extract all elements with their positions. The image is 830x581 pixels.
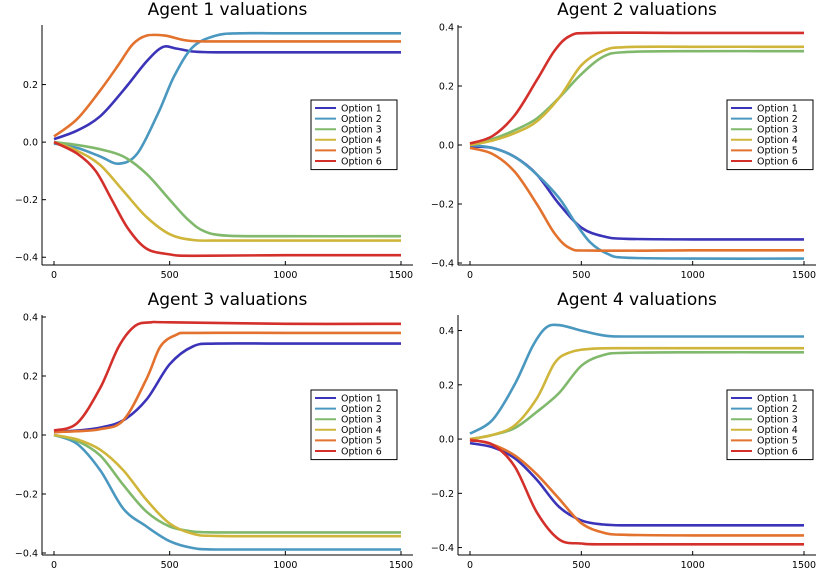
legend-box (310, 99, 398, 171)
legend-label: Option 4 (757, 135, 798, 146)
series-line-option-4 (53, 140, 401, 242)
y-tick-label: −0.2 (431, 489, 454, 500)
x-tick-label: 1000 (681, 560, 705, 571)
series-line-option-6 (53, 140, 402, 258)
y-tick-label: −0.4 (431, 543, 454, 554)
legend-label: Option 3 (757, 125, 798, 136)
x-tick-label: 0 (51, 270, 57, 281)
y-tick-label: −0.4 (15, 253, 38, 264)
x-tick-label: 1500 (792, 560, 816, 571)
chart-title: Agent 1 valuations (148, 0, 308, 20)
y-tick-label: 0.4 (439, 23, 454, 34)
legend-label: Option 3 (341, 415, 382, 426)
legend-label: Option 1 (757, 393, 798, 404)
panel-agent-4: Agent 4 valuations −0.4 −0.2 0.0 0.2 0.4 0 500 1… (431, 290, 816, 571)
y-tick-label: 0.0 (439, 435, 454, 446)
legend-label: Option 4 (341, 135, 382, 146)
y-tick-label: 0.2 (23, 80, 38, 91)
series-line-option-5 (53, 331, 401, 434)
series-line-option-3 (53, 433, 401, 534)
series-line-option-1 (53, 45, 401, 141)
legend-label: Option 2 (757, 404, 798, 415)
y-tick-label: 0.4 (439, 326, 454, 337)
y-tick-label: 0.4 (23, 313, 38, 324)
legend-label: Option 5 (341, 146, 382, 157)
legend-label: Option 6 (341, 156, 382, 167)
series-line-option-2 (469, 323, 804, 435)
series-line-option-4 (53, 433, 401, 538)
legend-label: Option 3 (341, 125, 382, 136)
legend-label: Option 4 (341, 425, 382, 436)
y-tick-label: −0.4 (15, 549, 38, 560)
legend-label: Option 3 (757, 415, 798, 426)
series-line-option-5 (469, 146, 804, 253)
legend-label: Option 2 (341, 404, 382, 415)
legend-label: Option 1 (341, 393, 382, 404)
series-line-option-5 (469, 437, 805, 537)
legend-box (726, 389, 814, 461)
series-line-option-2 (53, 31, 401, 166)
x-tick-label: 0 (467, 270, 473, 281)
series-line-option-6 (469, 31, 804, 145)
y-tick-label: 0.0 (439, 141, 454, 152)
panel-agent-3: Agent 3 valuations −0.4 −0.2 0.0 0.2 0.4 0 500 1… (15, 290, 413, 571)
y-tick-label: 0.0 (23, 138, 38, 149)
y-tick-label: −0.2 (15, 490, 38, 501)
series-line-option-6 (53, 320, 402, 432)
x-tick-label: 1000 (273, 270, 297, 281)
legend-box (310, 389, 398, 461)
x-tick-label: 0 (467, 560, 473, 571)
y-tick-label: −0.2 (431, 200, 454, 211)
x-tick-label: 1500 (792, 270, 816, 281)
y-tick-label: −0.4 (431, 259, 454, 270)
x-tick-label: 1500 (389, 560, 413, 571)
legend-label: Option 1 (757, 103, 798, 114)
series-line-option-4 (469, 45, 805, 147)
series-line-option-4 (469, 346, 804, 441)
series-line-option-6 (469, 439, 804, 546)
legend-label: Option 5 (341, 436, 382, 447)
legend-label: Option 4 (757, 425, 798, 436)
legend-label: Option 2 (341, 114, 382, 125)
series-line-option-3 (469, 49, 805, 147)
chart-title: Agent 2 valuations (557, 0, 717, 20)
series-line-option-2 (469, 143, 805, 260)
series-line-option-2 (53, 433, 401, 551)
x-tick-label: 500 (161, 270, 179, 281)
panel-agent-2: Agent 2 valuations −0.4 −0.2 0.0 0.2 0.4 0 500 1… (431, 0, 816, 281)
legend-box (726, 99, 814, 171)
y-tick-label: −0.2 (15, 195, 38, 206)
x-tick-label: 500 (161, 560, 179, 571)
series-line-option-5 (53, 33, 401, 138)
x-tick-label: 500 (572, 560, 590, 571)
chart-title: Agent 4 valuations (557, 290, 717, 310)
legend-label: Option 6 (757, 446, 798, 457)
x-tick-label: 1000 (681, 270, 705, 281)
y-tick-label: 0.0 (23, 431, 38, 442)
y-tick-label: 0.2 (439, 380, 454, 391)
legend-label: Option 6 (757, 156, 798, 167)
x-tick-label: 0 (51, 560, 57, 571)
x-tick-label: 500 (572, 270, 590, 281)
legend-label: Option 1 (341, 103, 382, 114)
y-tick-label: 0.2 (23, 372, 38, 383)
legend-label: Option 2 (757, 114, 798, 125)
legend-label: Option 5 (757, 146, 798, 157)
series-line-option-3 (53, 140, 402, 238)
x-tick-label: 1000 (273, 560, 297, 571)
y-tick-label: 0.2 (439, 82, 454, 93)
chart-title: Agent 3 valuations (148, 290, 308, 310)
legend-label: Option 6 (341, 446, 382, 457)
panel-agent-1: Agent 1 valuations −0.4 −0.2 0.0 0.2 0 500 1000… (15, 0, 413, 281)
x-tick-label: 1500 (389, 270, 413, 281)
legend-label: Option 5 (757, 436, 798, 447)
